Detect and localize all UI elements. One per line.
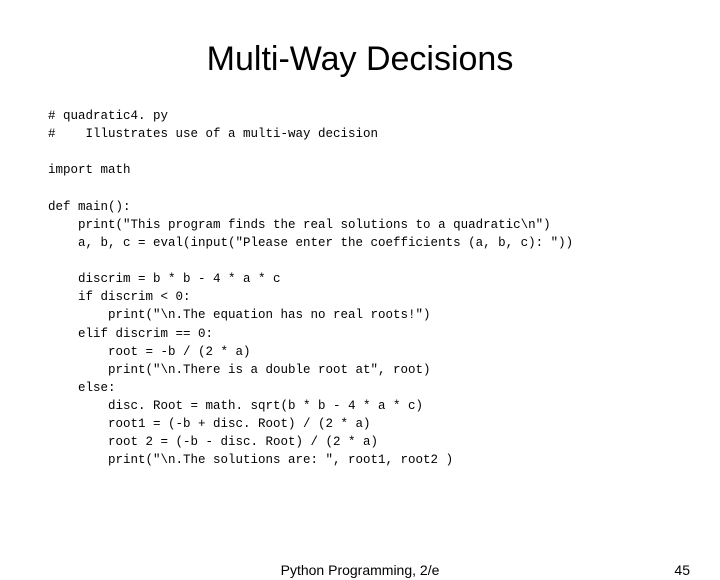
page-title: Multi-Way Decisions (0, 40, 720, 79)
code-block: # quadratic4. py # Illustrates use of a … (48, 107, 672, 470)
footer-text: Python Programming, 2/e (281, 562, 440, 578)
page-number: 45 (674, 562, 690, 578)
